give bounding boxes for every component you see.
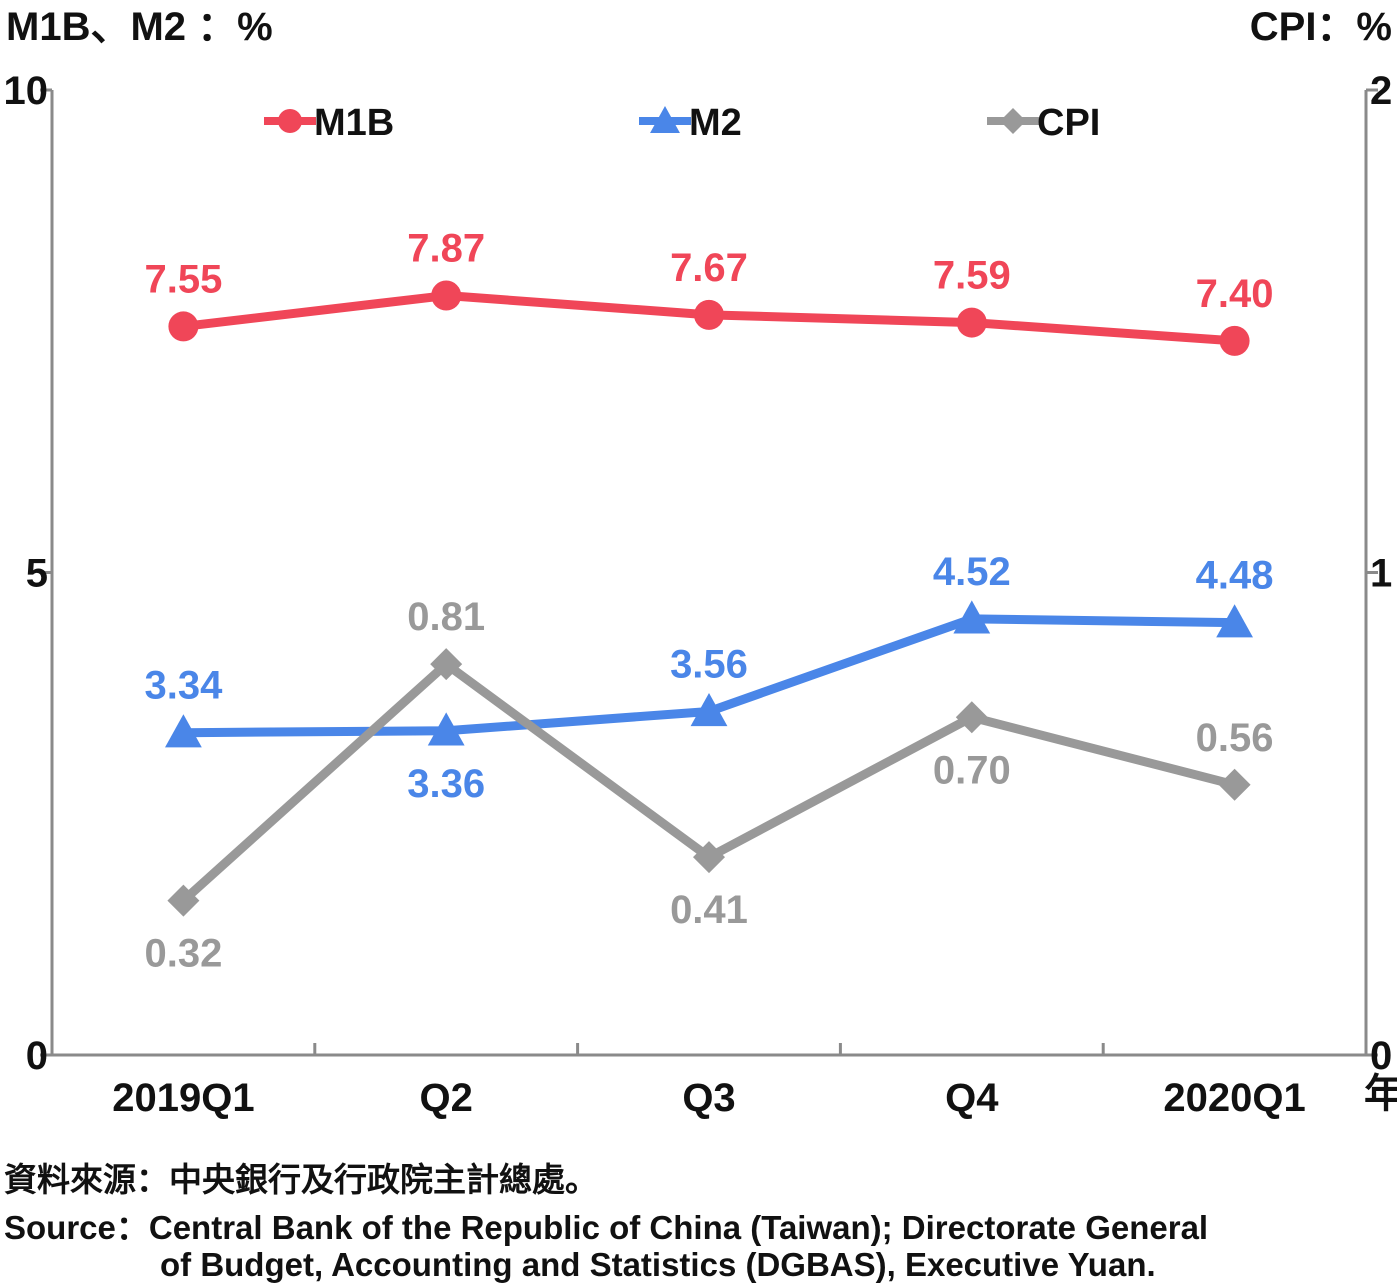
legend-label: M1B	[314, 102, 394, 144]
data-label: 0.81	[407, 595, 485, 639]
right-tick-label: 1	[1370, 552, 1392, 596]
right-tick-label: 2	[1370, 69, 1392, 113]
x-tick-label: Q2	[420, 1076, 473, 1120]
diamond-marker	[430, 648, 463, 681]
circle-marker	[168, 311, 199, 342]
data-label: 4.52	[933, 550, 1011, 594]
series-m1b: 7.55 7.87 7.67 7.59 7.40	[144, 227, 1274, 356]
data-label: 0.32	[144, 932, 222, 976]
diamond-marker	[1218, 768, 1251, 801]
right-tick-label: 0	[1370, 1034, 1392, 1078]
circle-marker	[694, 299, 724, 330]
data-label: 7.67	[670, 246, 748, 290]
legend-label: CPI	[1037, 102, 1100, 144]
data-label: 7.40	[1196, 272, 1274, 316]
x-unit-label: 年	[1364, 1072, 1397, 1116]
left-axis-title: M1B、M2 ：%	[6, 5, 273, 49]
data-label: 7.55	[144, 257, 222, 301]
data-label: 0.70	[933, 748, 1011, 792]
data-label: 3.36	[407, 762, 485, 806]
series-m2: 3.34 3.36 3.56 4.52 4.48	[144, 550, 1273, 806]
circle-marker	[956, 307, 987, 338]
series-cpi: 0.32 0.81 0.41 0.70 0.56	[144, 595, 1273, 975]
x-tick-label: 2020Q1	[1163, 1076, 1305, 1120]
x-tick-label: 2019Q1	[112, 1076, 254, 1120]
data-label: 0.56	[1196, 716, 1274, 760]
diamond-marker	[693, 841, 725, 874]
circle-marker	[431, 280, 462, 311]
triangle-marker	[165, 714, 202, 748]
left-tick-label: 0	[26, 1034, 48, 1078]
diamond-marker	[167, 884, 200, 917]
axes: 0 5 10 0 1 2 2019Q1 Q2 Q3 Q4 2020Q1 年	[4, 69, 1397, 1120]
diamond-marker	[955, 701, 988, 734]
legend-item-m2: M2	[639, 102, 742, 144]
left-tick-label: 10	[4, 69, 49, 113]
data-label: 0.41	[670, 888, 748, 932]
legend-item-m1b: M1B	[264, 102, 394, 144]
diamond-marker	[1000, 108, 1026, 134]
series-layer: 7.55 7.87 7.67 7.59 7.40 3.34 3.36 3.56 4.52 4.48…	[144, 227, 1273, 976]
circle-marker	[1219, 325, 1250, 356]
legend-item-cpi: CPI	[987, 102, 1100, 144]
source-en-line1: Source：Central Bank of the Republic of C…	[4, 1209, 1209, 1246]
circle-marker	[278, 109, 302, 133]
legend-label: M2	[689, 102, 742, 144]
triangle-marker	[953, 600, 991, 634]
triangle-marker	[1216, 604, 1253, 638]
triangle-marker	[690, 693, 728, 727]
left-tick-label: 5	[26, 552, 48, 596]
data-label: 3.34	[144, 664, 223, 708]
triangle-marker	[650, 106, 680, 133]
x-tick-label: Q4	[945, 1076, 999, 1120]
triangle-marker	[427, 712, 465, 746]
source-zh: 資料來源：中央銀行及行政院主計總處。	[4, 1161, 598, 1198]
data-label: 7.87	[407, 227, 485, 271]
x-tick-label: Q3	[682, 1076, 735, 1120]
source-en-line2: of Budget, Accounting and Statistics (DG…	[160, 1246, 1156, 1283]
data-label: 4.48	[1196, 554, 1274, 598]
right-axis-title: CPI：%	[1250, 5, 1392, 49]
legend: M1B M2 CPI	[264, 102, 1100, 144]
data-label: 7.59	[933, 254, 1011, 298]
data-label: 3.56	[670, 642, 748, 686]
